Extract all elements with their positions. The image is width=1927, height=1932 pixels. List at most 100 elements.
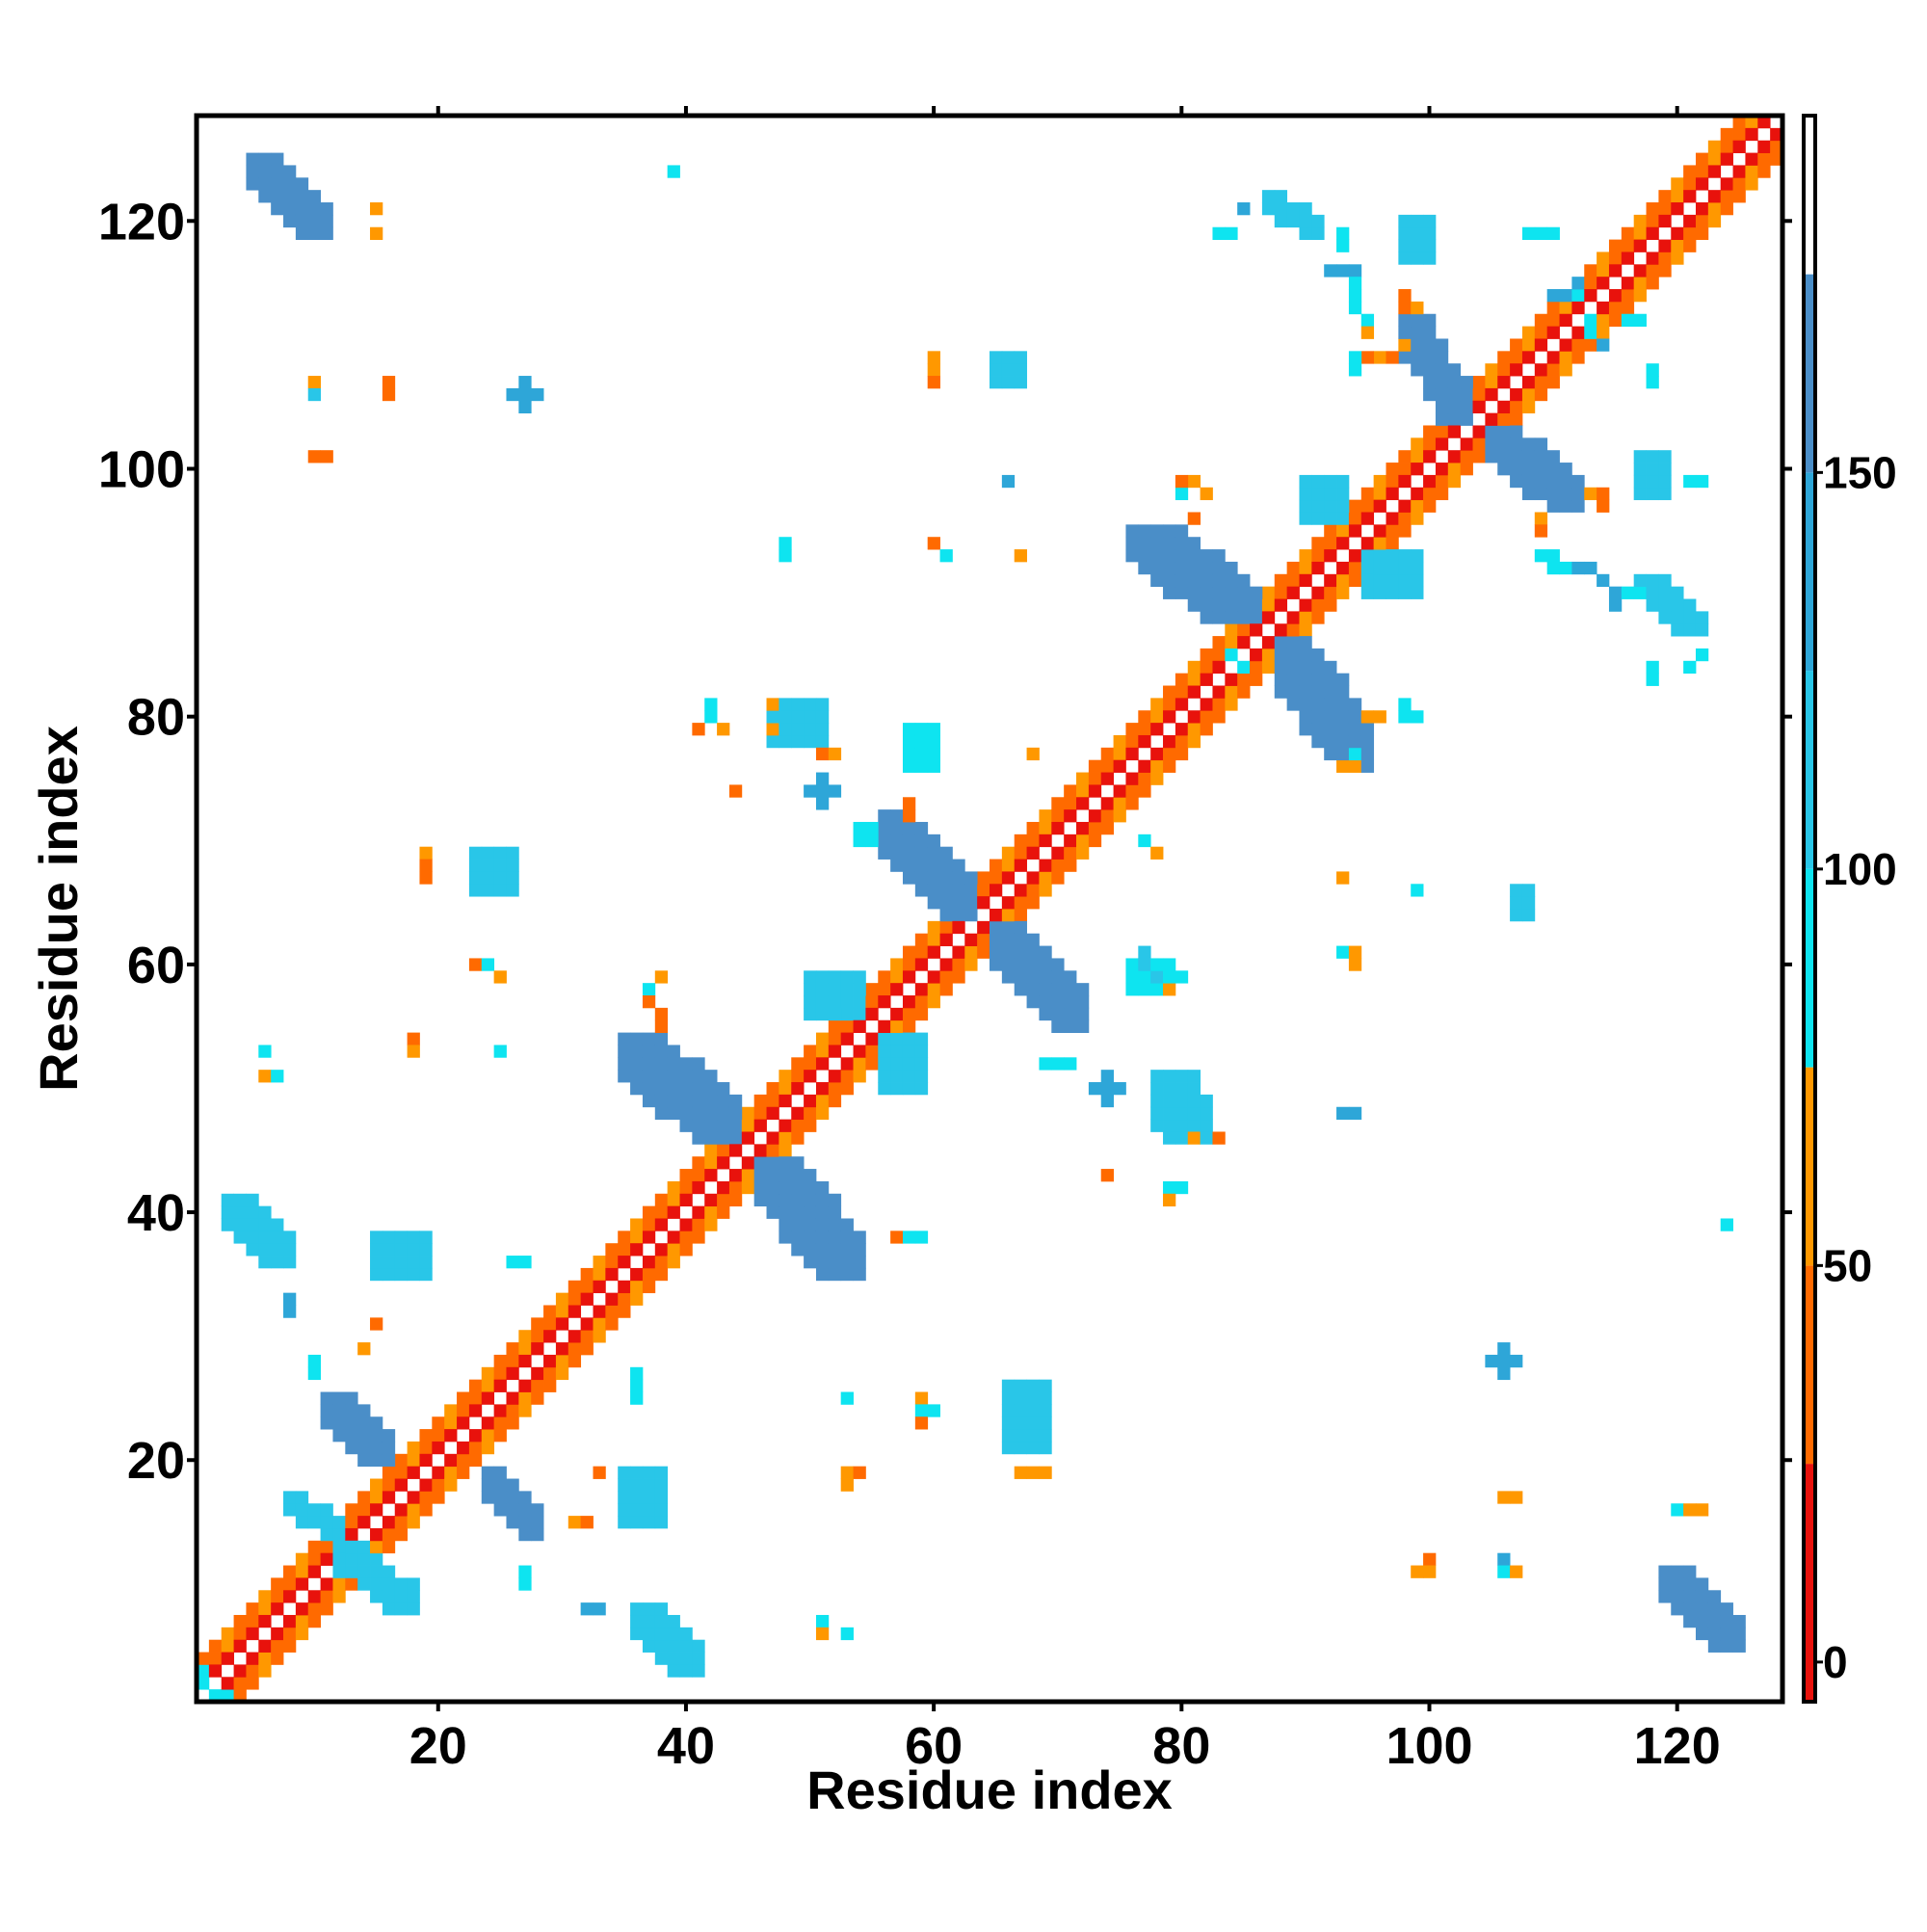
heatmap-cell	[1014, 909, 1027, 922]
heatmap-cell	[914, 983, 929, 996]
heatmap-cell	[766, 1131, 779, 1145]
heatmap-cell	[419, 1429, 433, 1442]
heatmap-cell	[679, 1218, 693, 1231]
heatmap-cell	[1001, 970, 1016, 984]
heatmap-cell	[1658, 450, 1672, 463]
heatmap-cell	[1237, 586, 1251, 599]
heatmap-cell	[741, 1169, 755, 1182]
heatmap-cell	[1720, 152, 1733, 166]
heatmap-cell	[1720, 1218, 1733, 1231]
heatmap-cell	[692, 1119, 705, 1132]
heatmap-cell	[1745, 177, 1758, 191]
heatmap-cell	[630, 1466, 644, 1479]
heatmap-cell	[1348, 759, 1362, 773]
heatmap-cell	[370, 1256, 383, 1269]
heatmap-cell	[642, 1032, 656, 1045]
heatmap-cell	[258, 177, 272, 191]
heatmap-cell	[1521, 400, 1536, 414]
heatmap-cell	[1646, 226, 1659, 240]
heatmap-cell	[320, 202, 333, 216]
heatmap-cell	[1299, 598, 1312, 612]
heatmap-cell	[1423, 474, 1437, 489]
heatmap-cell	[568, 1354, 582, 1368]
heatmap-cell	[506, 387, 519, 402]
heatmap-cell	[407, 1267, 420, 1282]
heatmap-cell	[1683, 1503, 1697, 1517]
heatmap-cell	[728, 1119, 743, 1132]
heatmap-cell	[1521, 463, 1536, 476]
heatmap-cell	[840, 1070, 854, 1083]
heatmap-cell	[1695, 611, 1709, 624]
heatmap-cell	[1510, 909, 1523, 922]
heatmap-cell	[1274, 573, 1288, 588]
heatmap-cell	[1225, 573, 1238, 588]
heatmap-cell	[990, 909, 1003, 922]
heatmap-cell	[394, 1516, 409, 1529]
heatmap-cell	[890, 1045, 904, 1058]
heatmap-cell	[1360, 512, 1375, 525]
heatmap-cell	[246, 1205, 259, 1219]
heatmap-cell	[878, 1082, 891, 1096]
heatmap-cell	[1411, 351, 1424, 364]
y-tick-label: 20	[127, 1432, 185, 1490]
heatmap-cell	[1088, 784, 1102, 798]
heatmap-cell	[345, 1391, 358, 1405]
heatmap-cell	[654, 1045, 669, 1058]
heatmap-cell	[618, 1256, 631, 1269]
heatmap-cell	[444, 1429, 458, 1442]
colorbar-segment	[1804, 116, 1815, 275]
heatmap-cell	[630, 1082, 644, 1096]
heatmap-cell	[1125, 970, 1139, 984]
heatmap-cell	[902, 995, 916, 1009]
heatmap-cell	[1411, 301, 1424, 315]
heatmap-cell	[481, 846, 495, 860]
heatmap-cell	[382, 1267, 396, 1282]
heatmap-cell	[692, 1180, 705, 1195]
heatmap-cell	[1088, 834, 1102, 848]
heatmap-cell	[878, 834, 891, 848]
heatmap-cell	[1026, 1441, 1040, 1455]
heatmap-cell	[1521, 437, 1536, 451]
heatmap-cell	[1200, 549, 1213, 563]
heatmap-cell	[804, 1243, 817, 1257]
heatmap-cell	[345, 1416, 358, 1430]
heatmap-cell	[1472, 387, 1486, 402]
heatmap-cell	[630, 1379, 644, 1392]
heatmap-cell	[779, 1205, 792, 1219]
heatmap-cell	[1286, 561, 1300, 575]
heatmap-cell	[1163, 537, 1176, 550]
heatmap-cell	[1695, 226, 1709, 240]
heatmap-cell	[1485, 437, 1498, 451]
heatmap-cell	[1597, 338, 1610, 352]
heatmap-cell	[1633, 226, 1647, 240]
heatmap-cell	[1373, 561, 1386, 575]
heatmap-cell	[283, 1292, 297, 1306]
heatmap-cell	[914, 1082, 929, 1096]
heatmap-cell	[555, 1354, 569, 1368]
x-tick-label: 100	[1386, 1717, 1472, 1775]
heatmap-cell	[828, 970, 842, 984]
heatmap-cell	[952, 909, 965, 922]
heatmap-cell	[246, 152, 259, 166]
heatmap-cell	[1163, 1193, 1176, 1207]
heatmap-cell	[1757, 116, 1771, 129]
heatmap-cell	[828, 1045, 842, 1058]
heatmap-cell	[1435, 363, 1449, 377]
heatmap-cell	[1435, 376, 1449, 389]
heatmap-cell	[1707, 140, 1722, 153]
heatmap-cell	[890, 1082, 904, 1096]
heatmap-cell	[481, 1416, 495, 1430]
heatmap-cell	[1732, 140, 1746, 153]
heatmap-cell	[1311, 512, 1325, 525]
heatmap-cell	[1571, 499, 1585, 513]
heatmap-cell	[1187, 660, 1201, 675]
heatmap-cell	[1472, 400, 1486, 414]
heatmap-cell	[1472, 425, 1486, 438]
y-tick-label: 80	[127, 689, 185, 747]
heatmap-cell	[1311, 673, 1325, 686]
heatmap-cell	[1398, 450, 1412, 463]
heatmap-cell	[370, 1416, 383, 1430]
heatmap-cell	[1633, 264, 1647, 278]
heatmap-cell	[1212, 561, 1226, 575]
heatmap-cell	[258, 1652, 272, 1665]
